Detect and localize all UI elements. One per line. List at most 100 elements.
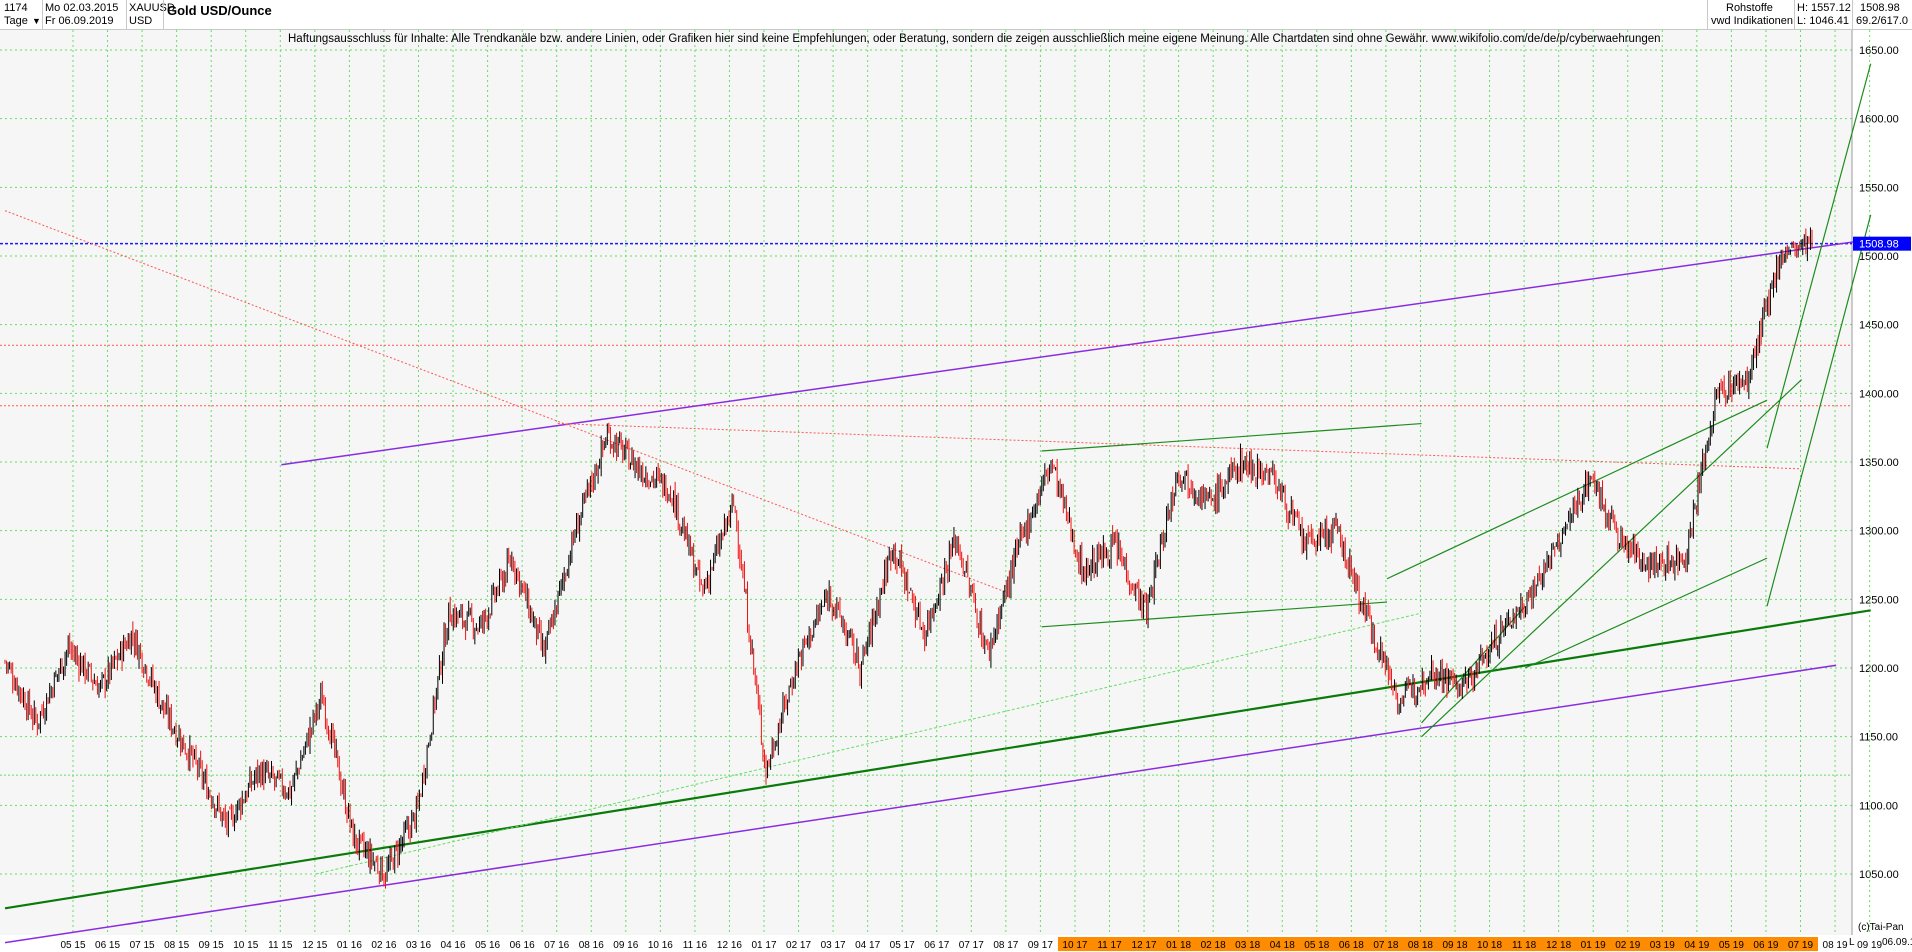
x-axis-highlight — [1057, 937, 1818, 951]
interval-selector[interactable]: Tage — [4, 15, 28, 27]
x-tick-label: 08 19 — [1823, 940, 1848, 951]
x-tick-label: 01 17 — [751, 940, 776, 951]
x-tick-label: 04 18 — [1270, 940, 1295, 951]
trend-line — [557, 423, 1802, 470]
x-tick-label: 07 18 — [1373, 940, 1398, 951]
trend-line — [4, 664, 1837, 944]
channel-line — [1421, 605, 1526, 724]
date-end: Fr 06.09.2019 — [45, 15, 114, 27]
x-tick-label: 07 16 — [544, 940, 569, 951]
x-tick-label: 06 15 — [95, 940, 120, 951]
category-label: Rohstoffe — [1726, 2, 1773, 14]
price-badge-label: 1508.98 — [1859, 239, 1899, 251]
x-tick-label: 09 16 — [613, 940, 638, 951]
x-tick-label: 12 18 — [1546, 940, 1571, 951]
x-tick-label: 03 19 — [1650, 940, 1675, 951]
x-tick-label: 05 15 — [60, 940, 85, 951]
chart-header: 1174 Tage ▼ Mo 02.03.2015 Fr 06.09.2019 … — [0, 0, 1912, 30]
x-tick-label: 01 18 — [1166, 940, 1191, 951]
x-tick-label: 04 19 — [1684, 940, 1709, 951]
plot-background — [0, 30, 1852, 935]
x-tick-label: 08 15 — [164, 940, 189, 951]
last-value: 1508.98 — [1860, 2, 1900, 14]
x-tick-label: 01 19 — [1581, 940, 1606, 951]
y-tick-label: 1250.00 — [1859, 594, 1899, 606]
x-tick-label: 01 16 — [337, 940, 362, 951]
x-tick-label: 04 16 — [441, 940, 466, 951]
x-tick-label: 07 19 — [1788, 940, 1813, 951]
x-tick-label: 03 18 — [1235, 940, 1260, 951]
date-start: Mo 02.03.2015 — [45, 2, 119, 14]
x-tick-label: 10 16 — [648, 940, 673, 951]
x-tick-label: 05 19 — [1719, 940, 1744, 951]
currency: USD — [129, 15, 153, 27]
y-tick-label: 1550.00 — [1859, 182, 1899, 194]
x-tick-label: 04 17 — [855, 940, 880, 951]
channel-line — [1766, 214, 1872, 607]
x-tick-label: 02 19 — [1615, 940, 1640, 951]
channel-line — [1766, 63, 1872, 449]
support-line — [315, 612, 1422, 875]
x-tick-label: 05 17 — [890, 940, 915, 951]
y-tick-label: 1600.00 — [1859, 114, 1899, 126]
disclaimer-text: Haftungsausschluss für Inhalte: Alle Tre… — [288, 33, 1661, 45]
x-tick-label: 11 18 — [1512, 940, 1537, 951]
bar-count: 1174 — [4, 2, 28, 14]
x-tick-label: 05 16 — [475, 940, 500, 951]
x-tick-label: 06 19 — [1753, 940, 1778, 951]
y-tick-label: 1200.00 — [1859, 663, 1899, 675]
x-tick-label: 07 17 — [959, 940, 984, 951]
y-tick-label: 1300.00 — [1859, 526, 1899, 538]
y-tick-label: 1400.00 — [1859, 388, 1899, 400]
x-tick-label: 02 17 — [786, 940, 811, 951]
scale-marker: L — [1849, 937, 1855, 948]
x-tick-label: 12 15 — [302, 940, 327, 951]
x-tick-label: 08 18 — [1408, 940, 1433, 951]
x-tick-label: 10 17 — [1062, 940, 1087, 951]
x-tick-label: 10 15 — [233, 940, 258, 951]
trend-line — [4, 210, 1008, 593]
x-tick-label: 08 17 — [993, 940, 1018, 951]
x-tick-label: 11 17 — [1097, 940, 1122, 951]
chevron-down-icon[interactable]: ▼ — [32, 16, 41, 26]
x-tick-label: 09 17 — [1028, 940, 1053, 951]
trend-line — [281, 238, 1871, 466]
y-tick-label: 1050.00 — [1859, 869, 1899, 881]
x-tick-label: 02 16 — [371, 940, 396, 951]
high-label: H: 1557.12 — [1797, 2, 1851, 14]
channel-line — [1421, 379, 1803, 738]
y-tick-label: 1500.00 — [1859, 251, 1899, 263]
last-date-label: 06.09.19 — [1882, 937, 1912, 948]
x-tick-label: 03 17 — [821, 940, 846, 951]
x-tick-label: 06 16 — [510, 940, 535, 951]
x-tick-label: 06 18 — [1339, 940, 1364, 951]
channel-line — [1041, 422, 1422, 452]
channel-line — [1041, 601, 1388, 628]
low-label: L: 1046.41 — [1797, 15, 1849, 27]
x-tick-label: 03 16 — [406, 940, 431, 951]
x-tick-label: 02 18 — [1201, 940, 1226, 951]
indicator-source: vwd Indikationen — [1711, 15, 1793, 27]
x-tick-label: 08 16 — [579, 940, 604, 951]
y-tick-label: 1450.00 — [1859, 320, 1899, 332]
x-tick-label: 11 15 — [268, 940, 293, 951]
x-tick-label: 10 18 — [1477, 940, 1502, 951]
copyright-label: (c)Tai-Pan — [1858, 922, 1904, 933]
x-tick-label: 11 16 — [683, 940, 708, 951]
y-tick-label: 1650.00 — [1859, 45, 1899, 57]
price-badge — [1853, 236, 1911, 251]
x-tick-label: 12 16 — [717, 940, 742, 951]
y-tick-label: 1100.00 — [1859, 800, 1898, 812]
y-tick-label: 1350.00 — [1859, 457, 1899, 469]
x-tick-label: 05 18 — [1304, 940, 1329, 951]
x-tick-label: 12 17 — [1132, 940, 1157, 951]
x-tick-label: 06 17 — [924, 940, 949, 951]
trend-line — [4, 609, 1871, 910]
ratio-label: 69.2/617.0 — [1856, 15, 1908, 27]
page-title: Gold USD/Ounce — [167, 3, 272, 18]
y-tick-label: 1150.00 — [1859, 732, 1898, 744]
x-tick-label: 09 15 — [199, 940, 224, 951]
channel-line — [1524, 557, 1768, 669]
x-tick-label: 07 15 — [130, 940, 155, 951]
